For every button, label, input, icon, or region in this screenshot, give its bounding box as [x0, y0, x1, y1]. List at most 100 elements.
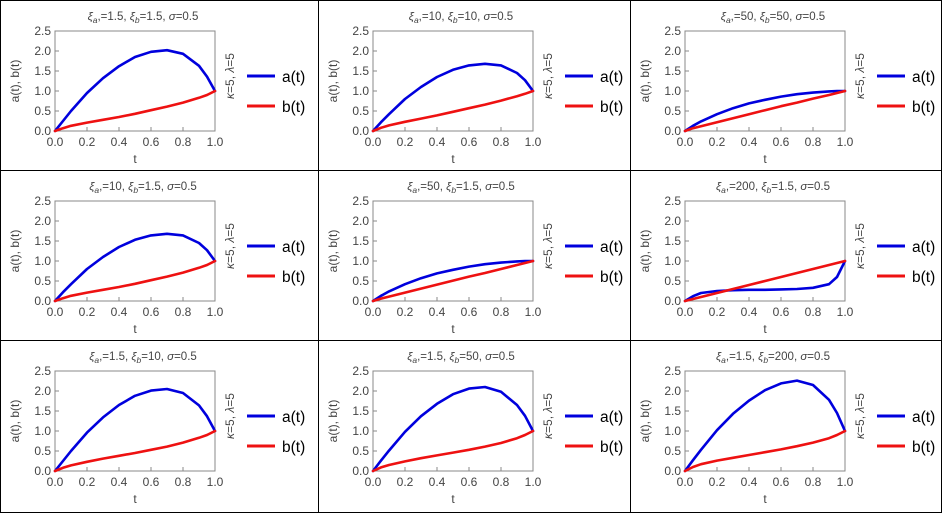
y-tick-label: 2.5	[352, 194, 369, 208]
x-tick-label: 0.4	[111, 305, 128, 319]
y-tick-label: 2.0	[352, 214, 369, 228]
x-axis-label: t	[763, 492, 767, 506]
line-chart: ξa,=1.5, ξb=10, σ=0.5 0.0 0.5 1.0 1.5 2.0 2.5 0…	[8, 351, 305, 506]
series-line-b	[371, 89, 535, 133]
y-tick-label: 0.0	[34, 464, 51, 478]
chart-panel: ξa,=1.5, ξb=50, σ=0.5 0.0 0.5 1.0 1.5 2.0 2.5 0…	[318, 340, 631, 513]
y-tick-label: 2.0	[664, 44, 681, 58]
series-line-a	[53, 387, 217, 473]
y-tick-label: 0.5	[352, 274, 369, 288]
y-tick-label: 0.5	[352, 104, 369, 118]
series-line-a	[53, 48, 217, 133]
y-tick-label: 2.5	[664, 364, 681, 378]
x-tick-label: 0.4	[111, 475, 128, 489]
y-axis-label: a(t), b(t)	[8, 400, 22, 443]
line-chart: ξa,=50, ξb=1.5, σ=0.5 0.0 0.5 1.0 1.5 2.0 2.5 0…	[326, 181, 623, 336]
y-tick-label: 2.0	[34, 214, 51, 228]
legend-label-a: a(t)	[282, 239, 305, 256]
x-tick-label: 0.2	[709, 135, 726, 149]
x-tick-label: 0.0	[47, 135, 64, 149]
chart-title: ξa,=1.5, ξb=200, σ=0.5	[716, 351, 830, 365]
x-tick-label: 0.0	[47, 305, 64, 319]
x-tick-label: 0.4	[429, 135, 446, 149]
parameter-label: κ=5, λ=5	[853, 393, 867, 439]
y-tick-label: 0.0	[352, 464, 369, 478]
y-tick-label: 2.5	[664, 24, 681, 38]
series-line-b	[683, 429, 847, 473]
x-tick-label: 0.0	[47, 475, 64, 489]
y-tick-label: 2.0	[664, 214, 681, 228]
y-axis-label: a(t), b(t)	[326, 60, 340, 103]
y-tick-label: 0.0	[664, 464, 681, 478]
y-tick-label: 1.5	[34, 404, 51, 418]
plot-frame	[372, 200, 534, 302]
series-line-a	[371, 62, 535, 133]
y-axis-label: a(t), b(t)	[326, 230, 340, 273]
y-tick-label: 2.5	[352, 24, 369, 38]
y-tick-label: 1.5	[352, 404, 369, 418]
x-tick-label: 0.0	[677, 475, 694, 489]
parameter-label: κ=5, λ=5	[223, 223, 237, 269]
plot-frame	[54, 370, 216, 472]
y-tick-label: 1.5	[34, 234, 51, 248]
y-tick-label: 1.5	[664, 404, 681, 418]
y-tick-label: 1.0	[34, 254, 51, 268]
x-axis-label: t	[763, 322, 767, 336]
x-tick-label: 0.8	[175, 305, 192, 319]
x-tick-label: 0.8	[493, 475, 510, 489]
x-tick-label: 1.0	[207, 475, 224, 489]
x-tick-label: 0.2	[397, 305, 414, 319]
x-axis-label: t	[133, 492, 137, 506]
chart-panel: ξa,=200, ξb=1.5, σ=0.5 0.0 0.5 1.0 1.5 2.0 2.5…	[630, 170, 942, 341]
x-tick-label: 0.6	[461, 305, 478, 319]
y-tick-label: 1.0	[664, 254, 681, 268]
y-tick-label: 2.5	[34, 194, 51, 208]
y-tick-label: 1.0	[34, 424, 51, 438]
legend-label-a: a(t)	[912, 409, 935, 426]
y-tick-label: 2.0	[34, 384, 51, 398]
y-tick-label: 0.5	[34, 104, 51, 118]
legend-label-b: b(t)	[912, 439, 935, 456]
x-tick-label: 1.0	[525, 135, 542, 149]
x-tick-label: 1.0	[837, 305, 854, 319]
parameter-label: κ=5, λ=5	[853, 223, 867, 269]
chart-title: ξa,=50, ξb=50, σ=0.5	[721, 11, 825, 25]
y-tick-label: 1.0	[664, 424, 681, 438]
y-axis-label: a(t), b(t)	[638, 60, 652, 103]
legend-label-a: a(t)	[600, 409, 623, 426]
legend-label-b: b(t)	[600, 439, 623, 456]
x-tick-label: 0.0	[365, 135, 382, 149]
x-axis-label: t	[133, 152, 137, 166]
line-chart: ξa,=1.5, ξb=50, σ=0.5 0.0 0.5 1.0 1.5 2.0 2.5 0…	[326, 351, 623, 506]
x-tick-label: 0.6	[461, 475, 478, 489]
chart-title: ξa,=200, ξb=1.5, σ=0.5	[716, 181, 830, 195]
x-axis-label: t	[451, 492, 455, 506]
series-line-b	[53, 89, 217, 133]
y-tick-label: 0.5	[664, 274, 681, 288]
y-axis-label: a(t), b(t)	[8, 230, 22, 273]
y-tick-label: 0.5	[352, 444, 369, 458]
y-tick-label: 0.0	[664, 124, 681, 138]
parameter-label: κ=5, λ=5	[541, 53, 555, 99]
line-chart: ξa,=50, ξb=50, σ=0.5 0.0 0.5 1.0 1.5 2.0 2.5 0.…	[638, 11, 935, 166]
legend-label-b: b(t)	[282, 439, 305, 456]
x-tick-label: 1.0	[837, 135, 854, 149]
x-tick-label: 0.2	[79, 475, 96, 489]
legend-label-a: a(t)	[282, 69, 305, 86]
legend-label-b: b(t)	[282, 269, 305, 286]
y-tick-label: 0.0	[352, 124, 369, 138]
series-line-a	[683, 259, 847, 303]
y-tick-label: 2.0	[34, 44, 51, 58]
x-tick-label: 0.4	[111, 135, 128, 149]
x-tick-label: 0.0	[365, 305, 382, 319]
y-tick-label: 2.5	[34, 364, 51, 378]
chart-panel: ξa,=1.5, ξb=1.5, σ=0.5 0.0 0.5 1.0 1.5 2.0 2.5…	[0, 0, 319, 171]
legend-label-a: a(t)	[282, 409, 305, 426]
y-tick-label: 0.0	[664, 294, 681, 308]
y-tick-label: 0.5	[34, 274, 51, 288]
y-tick-label: 2.5	[664, 194, 681, 208]
x-tick-label: 0.8	[805, 475, 822, 489]
legend-label-b: b(t)	[912, 99, 935, 116]
x-axis-label: t	[133, 322, 137, 336]
